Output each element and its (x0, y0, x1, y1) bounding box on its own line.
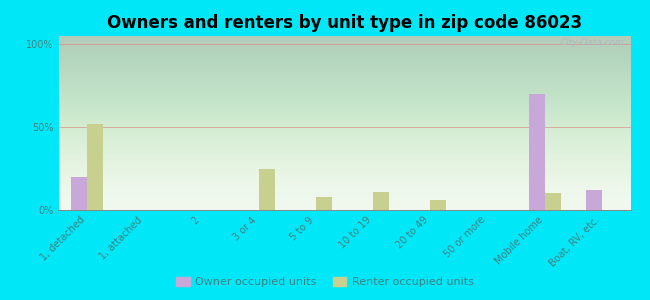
Bar (259, 169, 275, 210)
Legend: Owner occupied units, Renter occupied units: Owner occupied units, Renter occupied un… (172, 272, 478, 291)
Bar (586, 190, 602, 210)
Bar (316, 197, 332, 210)
Text: City-Data.com: City-Data.com (561, 38, 625, 47)
Bar (71, 177, 87, 210)
Bar (545, 194, 561, 210)
Bar (87, 124, 103, 210)
Title: Owners and renters by unit type in zip code 86023: Owners and renters by unit type in zip c… (107, 14, 582, 32)
Bar (528, 94, 545, 210)
Bar (373, 192, 389, 210)
Bar (430, 200, 447, 210)
